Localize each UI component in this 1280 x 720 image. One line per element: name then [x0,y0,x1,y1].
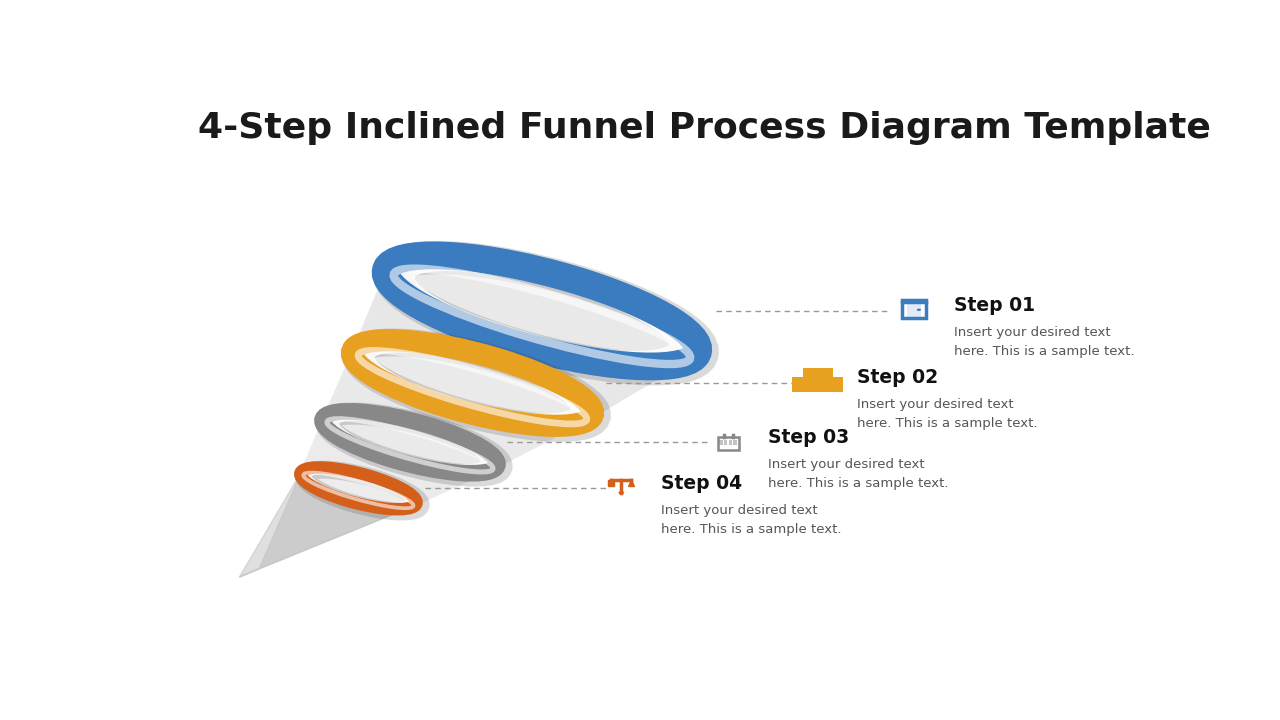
FancyBboxPatch shape [724,444,727,446]
FancyBboxPatch shape [728,442,732,444]
Text: Insert your desired text
here. This is a sample text.: Insert your desired text here. This is a… [660,505,841,536]
Ellipse shape [333,415,486,469]
FancyBboxPatch shape [719,442,723,444]
Polygon shape [323,348,591,473]
Text: Step 01: Step 01 [954,296,1034,315]
Text: Step 02: Step 02 [858,368,938,387]
Text: Insert your desired text
here. This is a sample text.: Insert your desired text here. This is a… [768,458,948,490]
Ellipse shape [366,346,579,420]
Ellipse shape [404,262,680,360]
Polygon shape [239,467,416,577]
Text: 4-Step Inclined Funnel Process Diagram Template: 4-Step Inclined Funnel Process Diagram T… [197,112,1211,145]
FancyBboxPatch shape [733,440,737,441]
Polygon shape [352,266,695,426]
FancyBboxPatch shape [733,442,737,444]
Polygon shape [301,417,495,509]
FancyBboxPatch shape [719,444,723,446]
FancyBboxPatch shape [803,367,832,382]
FancyBboxPatch shape [908,302,920,318]
FancyBboxPatch shape [728,440,732,441]
Ellipse shape [307,470,410,507]
FancyBboxPatch shape [733,444,737,446]
Polygon shape [355,256,698,418]
Text: Step 04: Step 04 [660,474,742,493]
Circle shape [916,309,922,311]
Polygon shape [324,340,593,468]
FancyBboxPatch shape [792,377,822,392]
FancyBboxPatch shape [724,440,727,441]
FancyBboxPatch shape [814,377,844,392]
Text: Step 03: Step 03 [768,428,850,447]
Polygon shape [239,472,415,577]
FancyBboxPatch shape [724,442,727,444]
Circle shape [618,491,625,495]
Text: Insert your desired text
here. This is a sample text.: Insert your desired text here. This is a… [954,326,1134,358]
FancyBboxPatch shape [728,444,732,446]
FancyBboxPatch shape [718,436,739,438]
Polygon shape [302,411,498,505]
FancyBboxPatch shape [719,440,723,441]
Text: Insert your desired text
here. This is a sample text.: Insert your desired text here. This is a… [858,398,1038,430]
